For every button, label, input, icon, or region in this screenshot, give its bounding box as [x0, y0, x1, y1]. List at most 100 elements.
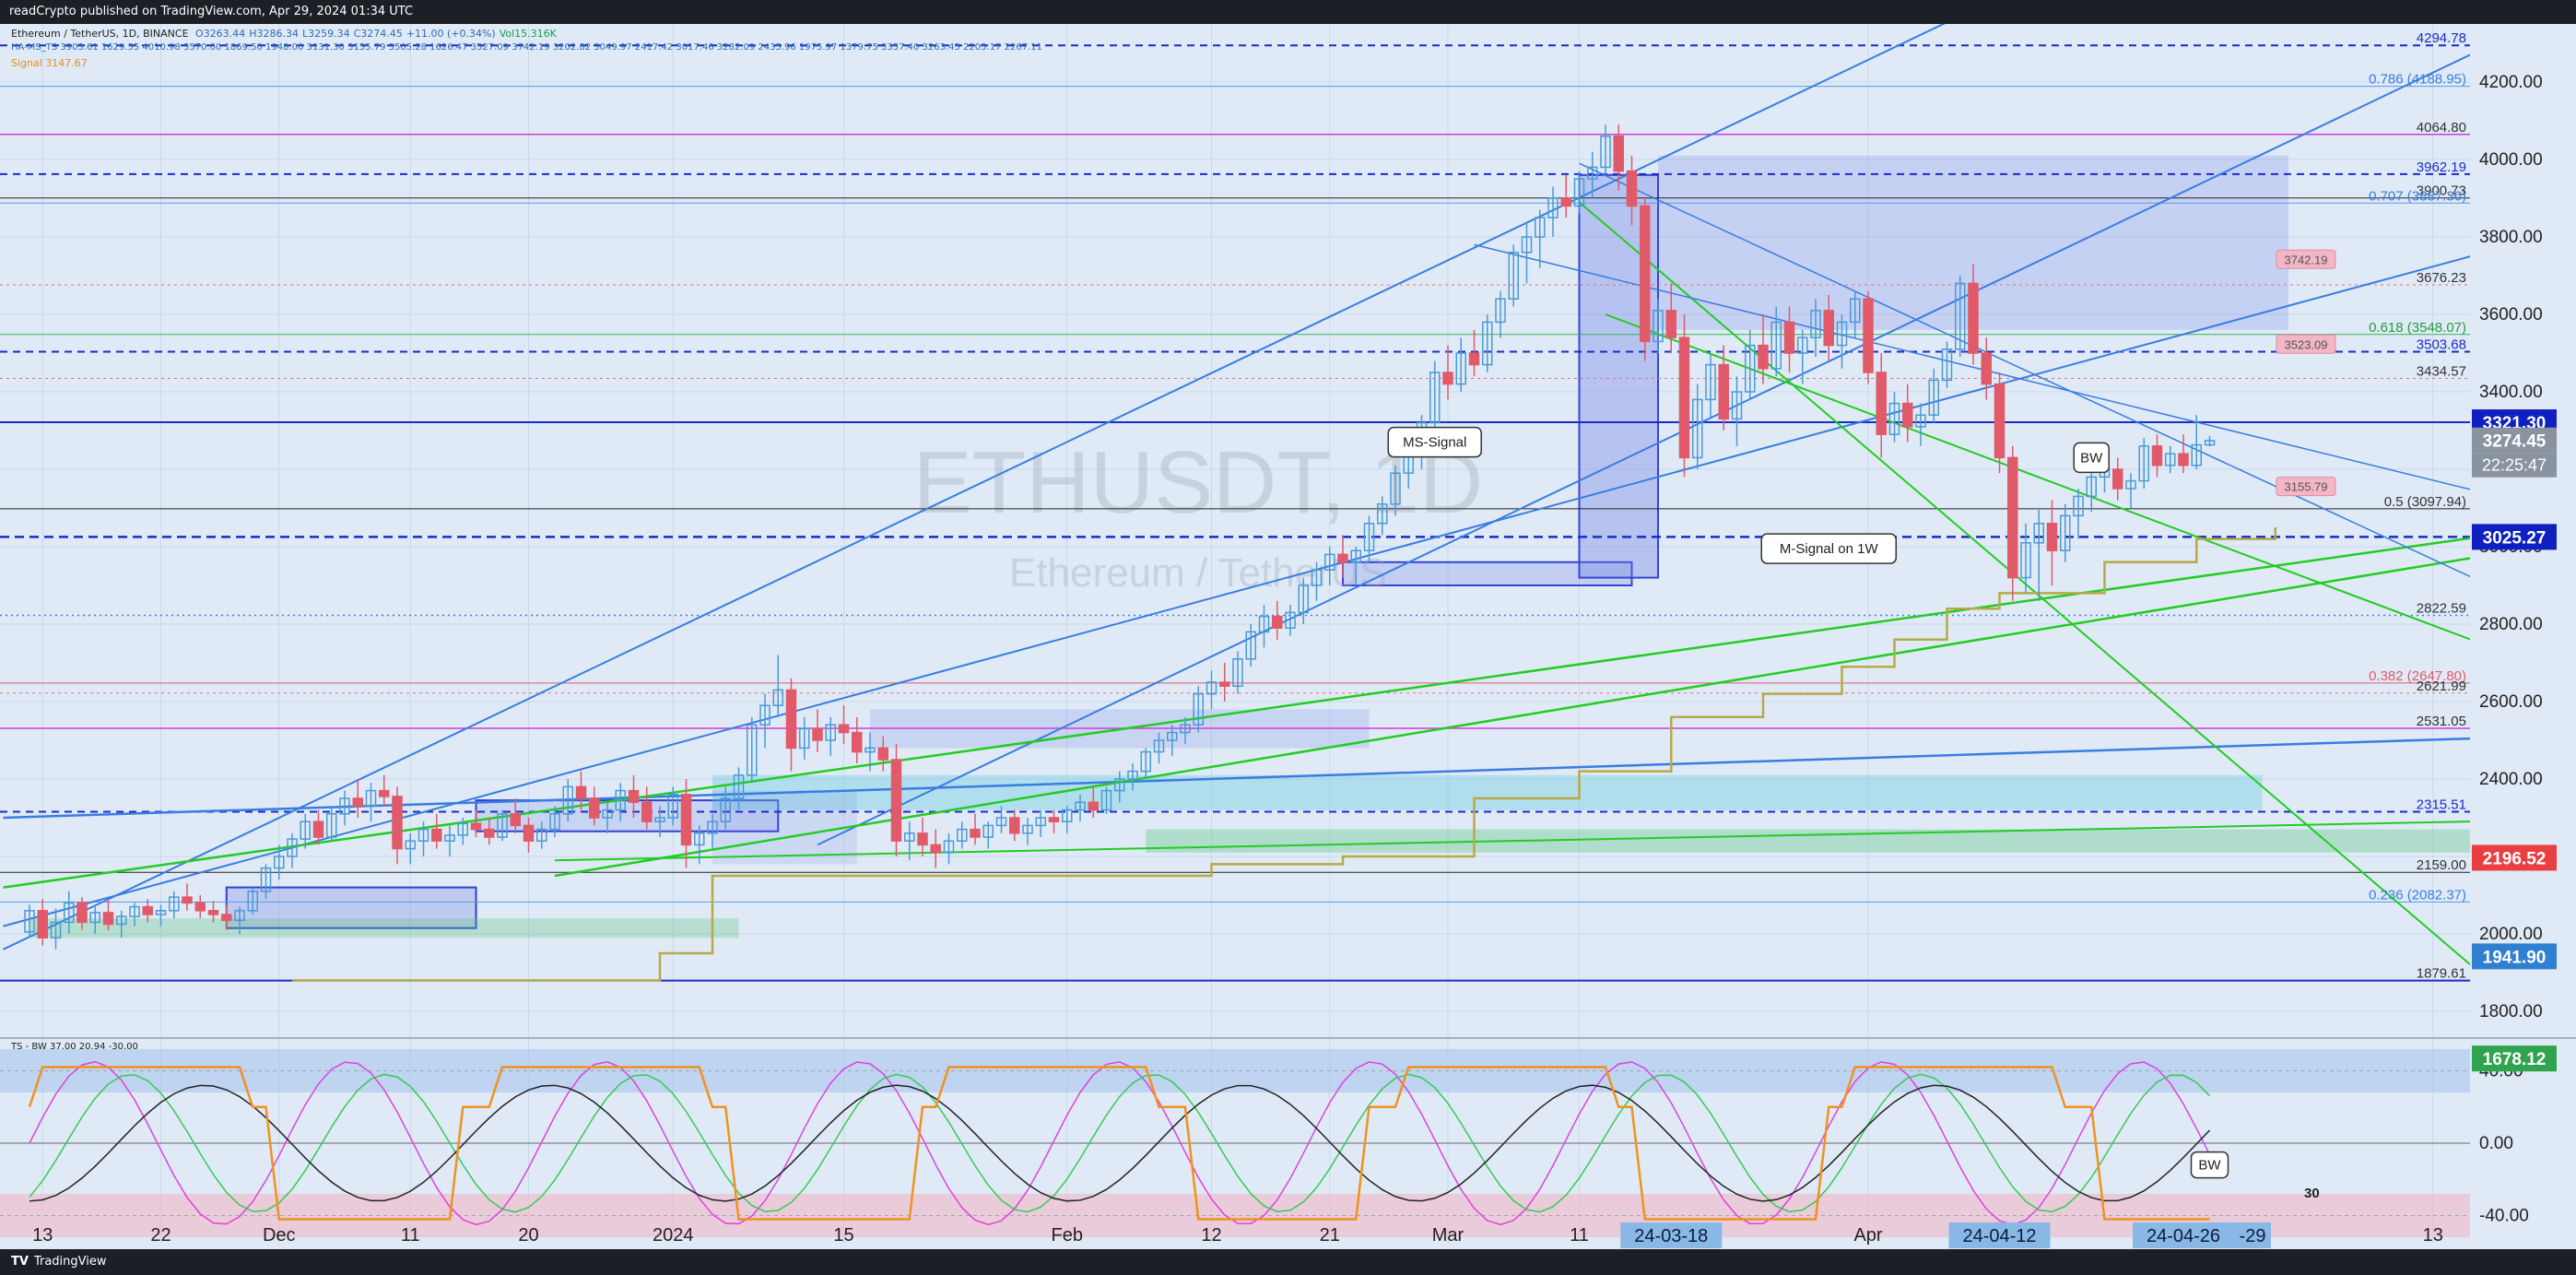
axis-badge-box: [2472, 1045, 2557, 1072]
level-label: 2315.51: [2417, 797, 2466, 812]
legend-indicator[interactable]: HA-MS_TS 3903.61 1629.55 4010.98 3570.00…: [11, 42, 1042, 53]
candle-body: [1114, 778, 1125, 792]
candle-body: [339, 797, 350, 815]
zone-box: [1146, 829, 2470, 853]
candle-body: [1678, 336, 1690, 459]
axis-badge-box: [2472, 844, 2557, 871]
axis-badge-box: [2472, 524, 2557, 550]
candle-body: [930, 844, 941, 854]
candle-body: [37, 910, 48, 939]
candle-body: [1508, 252, 1519, 300]
legend-oscillator[interactable]: TS - BW 37.00 20.94 -30.00: [11, 1042, 138, 1052]
candle-body: [418, 828, 429, 842]
candle-body: [1468, 352, 1480, 366]
axis-badge-box: [2472, 943, 2557, 970]
price-chart[interactable]: ETHUSDT, 1D Ethereum / TetherUS 4294.780…: [0, 24, 2576, 1249]
candle-body: [1285, 611, 1296, 629]
candle-body: [1547, 197, 1559, 218]
grid-lines: [0, 24, 2470, 1243]
candle-body: [1863, 298, 1874, 373]
zone-box: [1342, 561, 1633, 586]
level-label: 0.236 (2082.37): [2369, 887, 2466, 903]
candle-body: [1298, 584, 1309, 614]
candle-body: [497, 813, 508, 838]
candle-body: [2007, 456, 2018, 579]
candle-body: [2138, 445, 2149, 482]
candle-body: [2046, 523, 2058, 551]
candle-body: [1535, 217, 1546, 238]
callout-label: BW: [2080, 450, 2103, 466]
candle-body: [2191, 443, 2202, 466]
date-badge-label: 24-04-12: [1962, 1226, 2036, 1246]
x-tick-label: 21: [1320, 1225, 1340, 1245]
x-tick-label: 22: [150, 1225, 171, 1245]
candle-body: [392, 796, 403, 850]
candle-body: [785, 689, 797, 750]
candle-body: [1770, 321, 1782, 370]
candle-body: [2165, 453, 2176, 466]
candle-body: [1640, 205, 1651, 343]
date-badge-box: [2133, 1222, 2234, 1248]
candle-body: [312, 820, 324, 838]
candle-body: [825, 724, 836, 741]
candle-body: [615, 789, 626, 811]
level-label: 2822.59: [2417, 601, 2466, 617]
inline-tag-box: [2276, 334, 2336, 354]
candle-body: [772, 689, 783, 706]
time-axis[interactable]: 13 22 Dec 11 20 2024 15 Feb 12 21 Mar 11 Apr 13 24-03-…: [32, 1222, 2443, 1248]
candle-body: [1665, 310, 1676, 338]
legend-signal[interactable]: Signal 3147.67: [11, 57, 88, 69]
legend-high: H3286.34: [249, 28, 299, 40]
level-label: 3676.23: [2417, 270, 2466, 286]
candle-body: [812, 727, 823, 741]
candle-body: [995, 817, 1007, 827]
candle-body: [510, 813, 521, 827]
level-label: 1879.61: [2417, 966, 2466, 982]
inline-tag-label: 3523.09: [2285, 337, 2328, 351]
candle-body: [1390, 472, 1401, 505]
candle-body: [326, 813, 337, 838]
candle-body: [654, 817, 665, 822]
candle-body: [1876, 372, 1887, 435]
y-tick-label: 3400.00: [2479, 383, 2543, 402]
osc-callout-label: BW: [2198, 1158, 2221, 1174]
osc-tick-label: -40.00: [2479, 1207, 2529, 1226]
candle-body: [589, 797, 600, 819]
candle-body: [76, 902, 88, 924]
candle-body: [379, 789, 390, 797]
candle-body: [1731, 391, 1743, 420]
candle-body: [1311, 569, 1323, 586]
zone-box: [712, 774, 2263, 810]
legend-close: C3274.45: [353, 28, 403, 40]
x-tick-label: Mar: [1432, 1225, 1464, 1245]
axis-badge-label: 2196.52: [2483, 849, 2547, 868]
candle-body: [628, 789, 640, 803]
legend-volume: Vol15.316K: [499, 28, 557, 40]
inline-tag-box: [2276, 477, 2336, 497]
candle-body: [405, 840, 416, 850]
candle-body: [720, 797, 731, 822]
x-tick-label: Apr: [1853, 1225, 1882, 1245]
candle-body: [142, 905, 153, 915]
candle-body: [2033, 523, 2044, 544]
candle-body: [1587, 166, 1598, 180]
candle-body: [852, 731, 863, 753]
candle-body: [2060, 514, 2071, 551]
candle-body: [431, 828, 442, 842]
candle-body: [129, 905, 140, 917]
candle-body: [1981, 352, 1992, 385]
countdown-label: 22:25:47: [2482, 456, 2547, 475]
legend-change: +11.00 (+0.34%): [406, 28, 496, 40]
candle-body: [1692, 398, 1703, 459]
osc-line-mid: [29, 1073, 2211, 1213]
candle-body: [1245, 631, 1256, 660]
price-levels: [0, 44, 2470, 982]
footer-bar: TV TradingView: [0, 1249, 2576, 1275]
y-tick-label: 2400.00: [2479, 770, 2543, 789]
candle-body: [917, 832, 928, 846]
candle-body: [536, 828, 547, 842]
axis-badge-label: 3274.45: [2483, 432, 2547, 452]
candle-body: [523, 824, 535, 842]
axis-badges: 3321.303274.4522:25:473025.272196.521941…: [2472, 409, 2557, 1072]
y-tick-label: 2800.00: [2479, 615, 2543, 634]
